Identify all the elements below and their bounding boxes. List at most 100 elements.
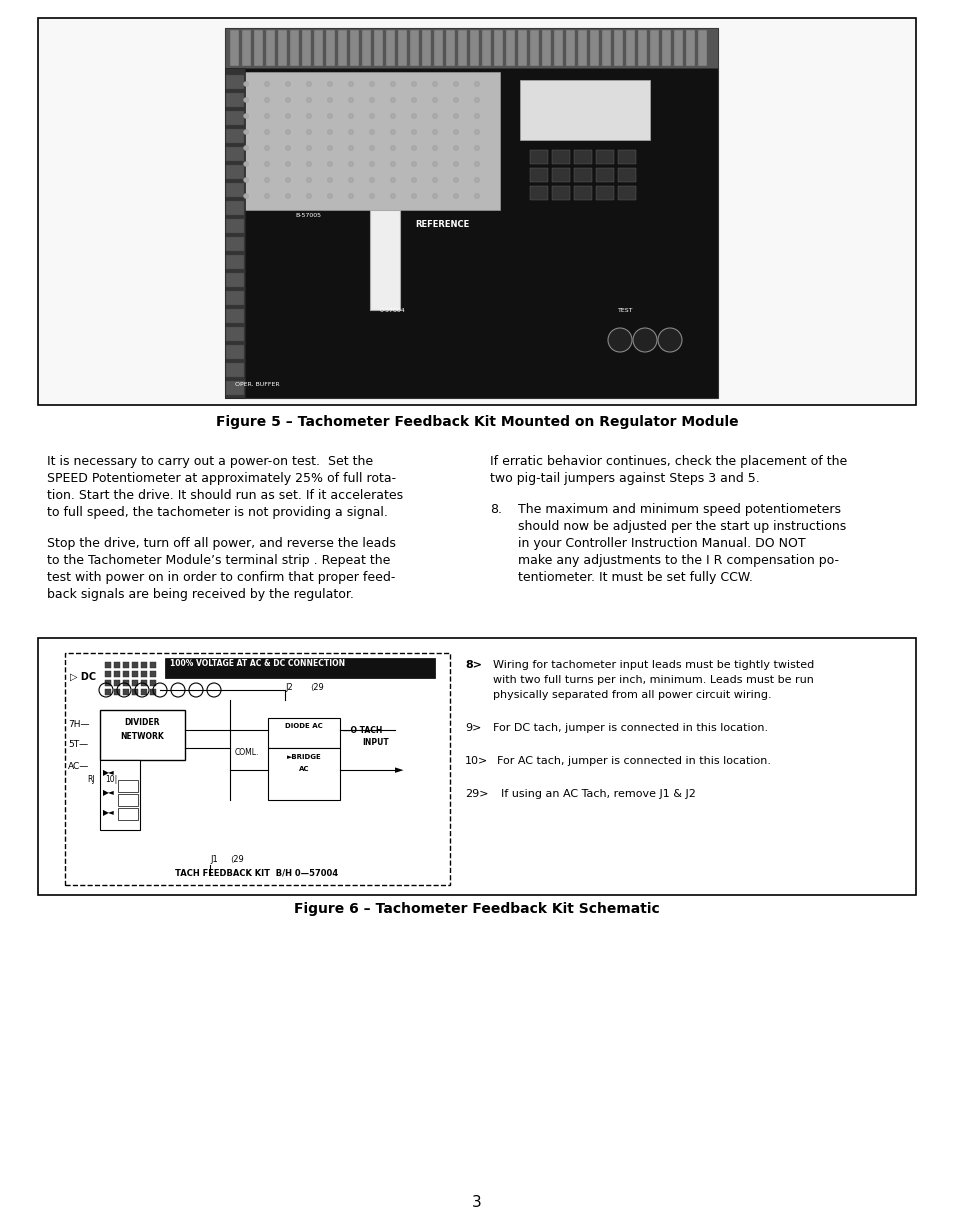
Text: 10|: 10| (105, 775, 117, 784)
Text: It is necessary to carry out a power-on test.  Set the: It is necessary to carry out a power-on … (47, 455, 373, 467)
Text: 9>: 9> (464, 723, 481, 733)
Ellipse shape (306, 81, 312, 86)
Text: ▶◄: ▶◄ (103, 808, 114, 817)
Bar (673, 30, 682, 66)
Ellipse shape (285, 129, 291, 134)
Ellipse shape (390, 177, 395, 182)
Ellipse shape (411, 161, 416, 166)
Ellipse shape (264, 113, 269, 118)
Bar (505, 30, 515, 66)
Text: If erratic behavior continues, check the placement of the: If erratic behavior continues, check the… (490, 455, 846, 467)
Bar (105, 689, 111, 695)
Ellipse shape (607, 328, 631, 352)
Ellipse shape (432, 193, 437, 198)
Text: RJ: RJ (87, 775, 94, 784)
Text: two pig-tail jumpers against Steps 3 and 5.: two pig-tail jumpers against Steps 3 and… (490, 472, 759, 485)
Bar (141, 662, 147, 668)
Text: test with power on in order to confirm that proper feed-: test with power on in order to confirm t… (47, 571, 395, 584)
Ellipse shape (306, 129, 312, 134)
Bar (530, 150, 547, 164)
Ellipse shape (264, 81, 269, 86)
Text: Wiring for tachometer input leads must be tightly twisted: Wiring for tachometer input leads must b… (493, 661, 814, 670)
Text: J2: J2 (285, 683, 293, 692)
Ellipse shape (264, 97, 269, 102)
Text: For AC tach, jumper is connected in this location.: For AC tach, jumper is connected in this… (497, 756, 770, 766)
Ellipse shape (285, 113, 291, 118)
Ellipse shape (264, 177, 269, 182)
Ellipse shape (453, 161, 458, 166)
Bar (552, 169, 569, 182)
Bar (361, 30, 371, 66)
Ellipse shape (348, 177, 354, 182)
Bar (268, 748, 339, 800)
Ellipse shape (453, 113, 458, 118)
Text: If using an AC Tach, remove J1 & J2: If using an AC Tach, remove J1 & J2 (500, 788, 695, 800)
Ellipse shape (264, 161, 269, 166)
Text: TEST: TEST (618, 308, 633, 312)
Text: NETWORK: NETWORK (120, 732, 164, 740)
Bar (123, 672, 129, 676)
Ellipse shape (243, 113, 248, 118)
Ellipse shape (474, 97, 479, 102)
Bar (638, 30, 646, 66)
Ellipse shape (390, 161, 395, 166)
Bar (574, 186, 592, 200)
Bar (105, 680, 111, 686)
Bar (446, 30, 455, 66)
Ellipse shape (369, 97, 375, 102)
Ellipse shape (369, 145, 375, 150)
Text: DIODE AC: DIODE AC (285, 723, 322, 729)
Ellipse shape (285, 97, 291, 102)
Bar (230, 30, 239, 66)
Bar (481, 30, 491, 66)
Bar (150, 689, 156, 695)
Ellipse shape (474, 129, 479, 134)
Ellipse shape (390, 81, 395, 86)
Ellipse shape (264, 193, 269, 198)
Bar (397, 30, 407, 66)
Text: 29>: 29> (464, 788, 488, 800)
Ellipse shape (453, 129, 458, 134)
Bar (470, 30, 478, 66)
Ellipse shape (369, 177, 375, 182)
Ellipse shape (264, 129, 269, 134)
Bar (118, 780, 138, 792)
Bar (661, 30, 670, 66)
Bar (625, 30, 635, 66)
Bar (554, 30, 562, 66)
Text: J1: J1 (210, 855, 217, 863)
Bar (589, 30, 598, 66)
Bar (596, 169, 614, 182)
Bar (226, 219, 244, 232)
Bar (290, 30, 298, 66)
Ellipse shape (285, 161, 291, 166)
Ellipse shape (411, 113, 416, 118)
Ellipse shape (369, 113, 375, 118)
Text: 5T—: 5T— (68, 740, 88, 749)
Bar (618, 150, 636, 164)
Text: The maximum and minimum speed potentiometers: The maximum and minimum speed potentiome… (517, 503, 841, 517)
Ellipse shape (327, 145, 333, 150)
Ellipse shape (348, 113, 354, 118)
Bar (226, 255, 244, 269)
Text: OPER. BUFFER: OPER. BUFFER (234, 383, 279, 387)
Ellipse shape (432, 129, 437, 134)
Bar (530, 186, 547, 200)
Text: Stop the drive, turn off all power, and reverse the leads: Stop the drive, turn off all power, and … (47, 538, 395, 550)
Ellipse shape (432, 145, 437, 150)
Text: 7H—: 7H— (68, 720, 90, 729)
Bar (113, 662, 120, 668)
Text: SPEED Potentiometer at approximately 25% of full rota-: SPEED Potentiometer at approximately 25%… (47, 472, 395, 485)
Bar (618, 169, 636, 182)
Bar (649, 30, 659, 66)
Ellipse shape (453, 193, 458, 198)
Bar (150, 680, 156, 686)
Ellipse shape (327, 97, 333, 102)
Bar (225, 68, 245, 399)
Bar (226, 344, 244, 359)
Ellipse shape (658, 328, 681, 352)
Bar (410, 30, 418, 66)
Bar (132, 662, 138, 668)
Bar (226, 381, 244, 395)
Bar (226, 148, 244, 161)
